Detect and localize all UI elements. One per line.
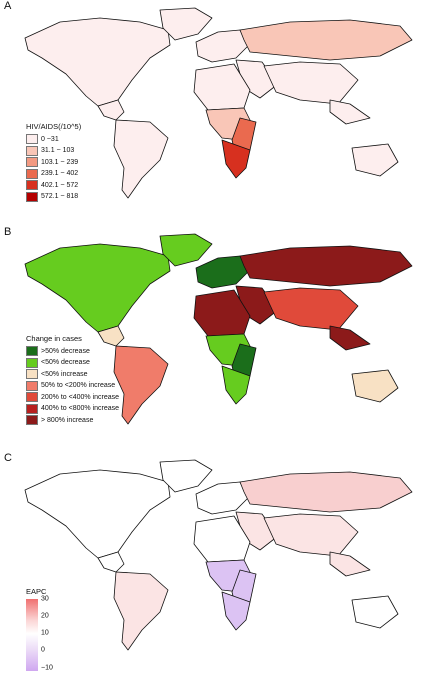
region-southern-africa	[221, 591, 251, 631]
panel-b: B Change in cases >50% decrease <50% dec…	[0, 226, 428, 446]
legend-a-swatch	[26, 145, 38, 156]
region-south-america	[113, 571, 169, 651]
panel-a: A HIV/AIDS(/10^5) 0 ~31 31.1 ~ 103 103.1…	[0, 0, 428, 220]
legend-a-swatch	[26, 191, 38, 202]
world-map-c	[24, 459, 413, 651]
region-russia	[239, 471, 413, 513]
region-australia	[351, 369, 399, 403]
legend-a-swatch	[26, 180, 38, 191]
legend-c-ticks: 30 20 10 0 −10	[41, 595, 63, 672]
region-russia	[239, 245, 413, 287]
region-southeast-asia	[329, 551, 371, 577]
legend-c: EAPC 30 20 10 0 −10	[26, 588, 63, 671]
region-central-america	[97, 325, 125, 347]
region-australia	[351, 143, 399, 177]
legend-c-gradient	[26, 598, 38, 671]
region-greenland	[159, 233, 213, 267]
region-central-america	[97, 551, 125, 573]
panel-b-letter: B	[4, 226, 12, 238]
region-europe	[195, 255, 249, 289]
legend-b-swatch	[26, 403, 38, 414]
region-south-america	[113, 345, 169, 425]
legend-b-title: Change in cases	[26, 334, 82, 343]
region-europe	[195, 481, 249, 515]
panel-c-letter: C	[4, 452, 12, 464]
region-south-asia	[263, 61, 359, 105]
region-south-asia	[263, 287, 359, 331]
legend-b-item: 50% to <200% increase	[26, 380, 119, 392]
legend-b-swatch	[26, 346, 38, 357]
legend-a-title: HIV/AIDS(/10^5)	[26, 122, 82, 131]
legend-a-item: 572.1 ~ 818	[26, 191, 81, 203]
legend-c-tick: 30	[41, 595, 49, 602]
legend-b-item: >50% decrease	[26, 346, 119, 358]
legend-b-swatch	[26, 415, 38, 426]
region-greenland	[159, 459, 213, 493]
region-north-america	[24, 17, 171, 107]
legend-b-item: <50% decrease	[26, 357, 119, 369]
legend-c-tick: −10	[41, 664, 53, 672]
region-southern-africa	[221, 365, 251, 405]
legend-b-item: 200% to <400% increase	[26, 392, 119, 404]
legend-c-tick: 20	[41, 612, 49, 620]
region-south-america	[113, 119, 169, 199]
legend-b: Change in cases >50% decrease <50% decre…	[26, 335, 119, 426]
legend-a-swatch	[26, 134, 38, 145]
legend-c-title: EAPC	[26, 587, 47, 596]
world-map-a	[24, 7, 413, 199]
legend-b-swatch	[26, 357, 38, 368]
legend-b-item: 400% to <800% increase	[26, 403, 119, 415]
region-russia	[239, 19, 413, 61]
legend-c-tick: 0	[41, 646, 45, 654]
panel-c: C EAPC 30 20 10 0 −1	[0, 452, 428, 672]
legend-a-item: 0 ~31	[26, 134, 81, 146]
region-europe	[195, 29, 249, 63]
region-greenland	[159, 7, 213, 41]
legend-c-tick: 10	[41, 629, 49, 637]
world-map-b	[24, 233, 413, 425]
region-southeast-asia	[329, 99, 371, 125]
legend-a-item: 239.1 ~ 402	[26, 168, 81, 180]
legend-b-item: > 800% increase	[26, 415, 119, 427]
region-southeast-asia	[329, 325, 371, 351]
legend-a-swatch	[26, 157, 38, 168]
legend-b-item: <50% increase	[26, 369, 119, 381]
region-north-america	[24, 243, 171, 333]
legend-a: HIV/AIDS(/10^5) 0 ~31 31.1 ~ 103 103.1 ~…	[26, 123, 81, 203]
legend-a-item: 103.1 ~ 239	[26, 157, 81, 169]
region-north-america	[24, 469, 171, 559]
legend-a-item: 402.1 ~ 572	[26, 180, 81, 192]
panel-a-letter: A	[4, 0, 12, 12]
region-south-asia	[263, 513, 359, 557]
legend-a-item: 31.1 ~ 103	[26, 145, 81, 157]
legend-b-swatch	[26, 369, 38, 380]
legend-a-swatch	[26, 168, 38, 179]
region-central-america	[97, 99, 125, 121]
legend-c-colorbar: 30 20 10 0 −10	[26, 595, 63, 672]
legend-b-swatch	[26, 380, 38, 391]
region-southern-africa	[221, 139, 251, 179]
region-australia	[351, 595, 399, 629]
legend-b-swatch	[26, 392, 38, 403]
